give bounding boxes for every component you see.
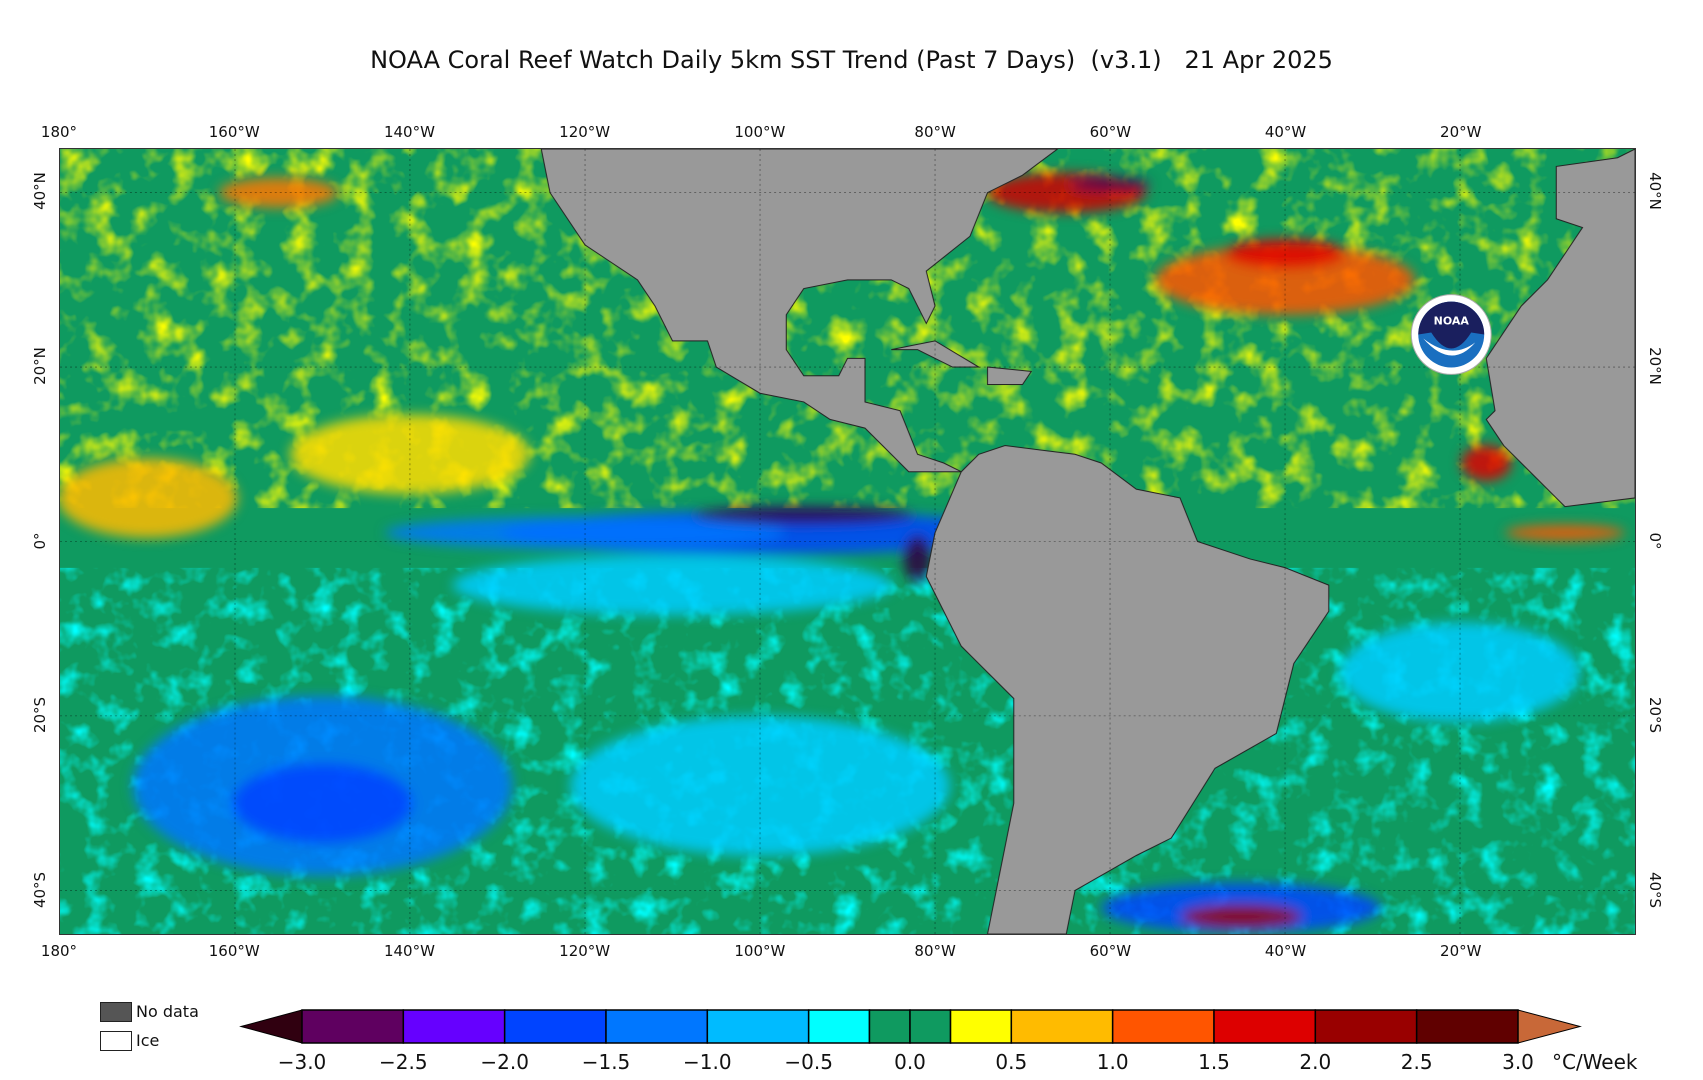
land-africa-europe bbox=[1485, 149, 1635, 508]
lon-label: 20°W bbox=[1440, 123, 1482, 141]
anomaly-region bbox=[218, 177, 339, 208]
anomaly-region bbox=[570, 715, 950, 856]
colorbar-tick-label: −1.0 bbox=[683, 1050, 732, 1074]
anomaly-region bbox=[1505, 524, 1625, 541]
lon-label: 160°W bbox=[208, 123, 260, 141]
anomaly-region bbox=[1225, 238, 1345, 269]
colorbar bbox=[239, 1009, 1582, 1044]
noaa-logo: NOAA bbox=[1410, 294, 1492, 375]
colorbar-bin bbox=[301, 1009, 405, 1044]
colorbar-bin bbox=[1010, 1009, 1114, 1044]
noaa-logo-text: NOAA bbox=[1434, 315, 1470, 328]
anomaly-region bbox=[452, 555, 893, 616]
lat-label: 40°S bbox=[31, 872, 49, 909]
colorbar-bin bbox=[909, 1009, 952, 1044]
colorbar-tick-label: 1.0 bbox=[1096, 1050, 1129, 1074]
ice-label: Ice bbox=[136, 1031, 160, 1050]
lon-label: 140°W bbox=[383, 123, 435, 141]
colorbar-tick-label: 2.0 bbox=[1299, 1050, 1332, 1074]
anomaly-region bbox=[1461, 445, 1512, 481]
lat-label: 0° bbox=[1646, 531, 1664, 550]
lon-label: 60°W bbox=[1089, 123, 1132, 141]
colorbar-bin bbox=[503, 1009, 607, 1044]
colorbar-bin bbox=[402, 1009, 506, 1044]
no-data-label: No data bbox=[136, 1002, 199, 1021]
colorbar-over-arrow bbox=[1517, 1009, 1582, 1044]
lon-label: 80°W bbox=[914, 123, 956, 141]
colorbar-tick-label: −2.0 bbox=[480, 1050, 529, 1074]
lon-label: 100°W bbox=[734, 942, 786, 960]
anomaly-region bbox=[232, 763, 413, 844]
colorbar-bin bbox=[1415, 1009, 1519, 1044]
lon-label: 120°W bbox=[559, 123, 611, 141]
lon-label: 60°W bbox=[1089, 942, 1132, 960]
ice-swatch bbox=[100, 1031, 132, 1051]
colorbar-tick-label: 2.5 bbox=[1400, 1050, 1433, 1074]
land-hispaniola bbox=[987, 366, 1033, 385]
lon-label: 20°W bbox=[1440, 942, 1482, 960]
lon-label: 100°W bbox=[734, 123, 786, 141]
lon-label: 80°W bbox=[914, 942, 956, 960]
land-south-america bbox=[925, 445, 1330, 934]
lon-label: 180° bbox=[40, 942, 78, 960]
colorbar-tick-label: −0.5 bbox=[784, 1050, 833, 1074]
colorbar-tick-label: 1.5 bbox=[1198, 1050, 1230, 1074]
colorbar-bin bbox=[706, 1009, 810, 1044]
colorbar-tick-label: 3.0 bbox=[1502, 1050, 1534, 1074]
colorbar-unit: °C/Week bbox=[1552, 1050, 1638, 1074]
map-title: NOAA Coral Reef Watch Daily 5km SST Tren… bbox=[370, 46, 1333, 74]
colorbar-tick-label: −3.0 bbox=[277, 1050, 327, 1074]
colorbar-tick-label: 0.0 bbox=[894, 1050, 926, 1074]
anomaly-region bbox=[903, 535, 932, 583]
colorbar-bin bbox=[868, 1009, 911, 1044]
anomaly-region bbox=[693, 506, 914, 525]
colorbar-tick-label: −1.5 bbox=[581, 1050, 631, 1074]
colorbar-tick-label: −2.5 bbox=[379, 1050, 428, 1074]
lat-label: 40°N bbox=[31, 171, 49, 210]
lat-label: 20°N bbox=[1646, 346, 1664, 385]
lat-label: 20°S bbox=[31, 697, 49, 734]
lat-label: 40°N bbox=[1646, 171, 1664, 210]
lon-label: 40°W bbox=[1264, 942, 1307, 960]
anomaly-region bbox=[385, 516, 785, 549]
anomaly-region bbox=[1340, 622, 1580, 723]
anomaly-region bbox=[1070, 177, 1150, 190]
lat-label: 20°S bbox=[1646, 697, 1664, 734]
colorbar-bin bbox=[807, 1009, 871, 1044]
colorbar-bin bbox=[949, 1009, 1013, 1044]
lat-label: 40°S bbox=[1646, 872, 1664, 909]
colorbar-bin bbox=[605, 1009, 709, 1044]
land-north-america bbox=[540, 149, 1059, 473]
lon-label: 120°W bbox=[559, 942, 611, 960]
colorbar-tick-label: 0.5 bbox=[995, 1050, 1028, 1074]
lat-label: 0° bbox=[31, 531, 49, 550]
anomaly-region bbox=[60, 458, 238, 538]
colorbar-under-arrow bbox=[239, 1009, 303, 1044]
lat-label: 20°N bbox=[31, 346, 49, 385]
anomaly-region bbox=[1181, 904, 1302, 929]
no-data-swatch bbox=[100, 1002, 132, 1022]
colorbar-bin bbox=[1111, 1009, 1215, 1044]
colorbar-bin bbox=[1213, 1009, 1317, 1044]
lon-label: 140°W bbox=[383, 942, 435, 960]
lon-label: 40°W bbox=[1264, 123, 1307, 141]
lon-label: 160°W bbox=[208, 942, 260, 960]
sst-trend-map: NOAA bbox=[59, 148, 1636, 935]
lon-label: 180° bbox=[40, 123, 78, 141]
colorbar-bin bbox=[1314, 1009, 1418, 1044]
